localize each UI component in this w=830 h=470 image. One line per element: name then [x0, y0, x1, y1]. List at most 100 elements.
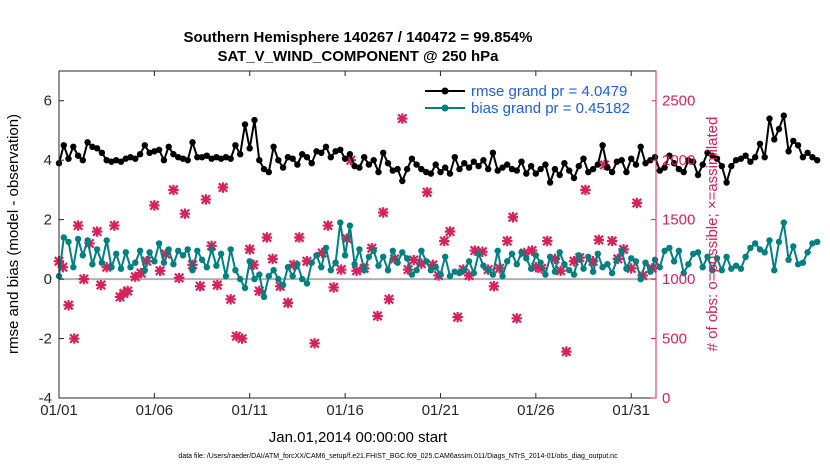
rmse-series-point [566, 167, 573, 174]
rmse-series-point [775, 125, 783, 133]
bias-series-point [666, 244, 673, 252]
rmse-series-point [399, 177, 406, 185]
x-tick-label: 01/11 [232, 402, 268, 419]
obs-marker [212, 279, 223, 291]
bias-series-point [432, 264, 439, 271]
rmse-series-point [117, 158, 125, 165]
rmse-series-point [613, 158, 621, 165]
rmse-series-point [337, 146, 344, 153]
bias-series-point [804, 249, 811, 256]
rmse-series-point [232, 142, 239, 149]
obs-marker [200, 194, 212, 205]
obs-marker [502, 235, 513, 247]
bias-series-point [270, 267, 277, 274]
rmse-series-point [265, 168, 272, 176]
rmse-series-point [303, 154, 311, 161]
obs-marker [261, 232, 273, 243]
legend-entry-bias-label: bias grand pr = 0.45182 [471, 100, 630, 117]
y-tick-label: -2 [39, 331, 52, 348]
bias-series-point [389, 247, 396, 254]
bias-series-point [647, 268, 654, 275]
rmse-series-point [442, 164, 449, 171]
bias-series-point [198, 256, 206, 263]
rmse-series-point [718, 162, 725, 170]
rmse-series-point [327, 154, 334, 161]
bias-series-point [747, 244, 754, 252]
bias-series-point [403, 255, 411, 262]
rmse-series-point [294, 161, 301, 168]
rmse-series-point [318, 149, 325, 156]
bias-series-point [394, 259, 401, 266]
rmse-series-point [456, 165, 463, 173]
rmse-series-point [237, 151, 244, 158]
obs-marker [225, 294, 236, 305]
bias-series-point [194, 247, 201, 254]
bias-series-point [337, 219, 344, 226]
bias-series-point [256, 271, 263, 278]
obs-marker [511, 313, 522, 324]
y-axis-label: rmse and bias (model - observation) [5, 114, 22, 354]
bias-series-point [241, 284, 249, 292]
obs-marker [57, 262, 69, 273]
bias-series-point [294, 261, 301, 268]
bias-series-point [499, 272, 506, 280]
rmse-series-point [542, 161, 549, 168]
bias-series-point [675, 247, 683, 254]
obs-marker [568, 256, 580, 267]
rmse-series-point [632, 161, 640, 168]
y-tick-label: -4 [39, 390, 52, 407]
bias-series-point [518, 249, 525, 256]
bias-series-point [341, 252, 349, 259]
bias-series-point [98, 259, 106, 266]
rmse-series-point [699, 161, 706, 168]
rmse-series-point [766, 115, 773, 122]
rmse-series-point [647, 157, 654, 164]
bias-series-point [132, 259, 139, 266]
rmse-series-point [475, 162, 482, 170]
bias-series-point [327, 267, 334, 274]
bias-series-point [690, 250, 697, 257]
bias-series-point [313, 252, 320, 259]
rmse-series-point [79, 157, 87, 164]
bias-series-point [170, 261, 177, 268]
bias-series-point [551, 268, 559, 275]
rmse-series-point [709, 152, 716, 159]
bias-series-point [108, 264, 115, 271]
obs-marker [95, 279, 107, 291]
bias-series-point [175, 247, 182, 254]
y2-tick-label: 500 [662, 331, 687, 348]
rmse-series-point [670, 160, 678, 167]
bias-series-point [575, 252, 582, 259]
rmse-series-point [380, 149, 387, 156]
bias-series-point [532, 252, 539, 259]
bias-series-point [485, 267, 492, 274]
bias-series-point [408, 271, 416, 278]
rmse-series-point [680, 168, 687, 176]
y2-axis-label: # of obs: o=possible; ×=assimilated [704, 117, 721, 352]
rmse-series-point [403, 165, 411, 173]
obs-marker [130, 271, 141, 282]
rmse-series-point [270, 143, 277, 150]
obs-marker [63, 300, 74, 311]
rmse-series-point [418, 165, 425, 173]
obs-marker [366, 242, 378, 254]
bias-series-point [480, 262, 487, 269]
obs-marker [587, 256, 599, 267]
rmse-series-point [513, 167, 520, 174]
obs-marker [469, 245, 481, 256]
obs-marker [149, 200, 160, 211]
rmse-series-point [256, 157, 263, 164]
obs-marker [383, 294, 395, 305]
bias-series-point [580, 265, 587, 272]
rmse-series-point [532, 170, 539, 177]
rmse-series-point [732, 157, 740, 164]
bias-series-point [60, 234, 67, 241]
rmse-series-point [127, 154, 134, 161]
obs-marker [244, 244, 255, 255]
rmse-series-point [275, 157, 282, 164]
rmse-series-point [155, 146, 163, 153]
rmse-series-point [585, 168, 592, 176]
rmse-series-point [761, 154, 768, 161]
rmse-series-point [389, 167, 396, 174]
bias-series-point [70, 264, 77, 271]
